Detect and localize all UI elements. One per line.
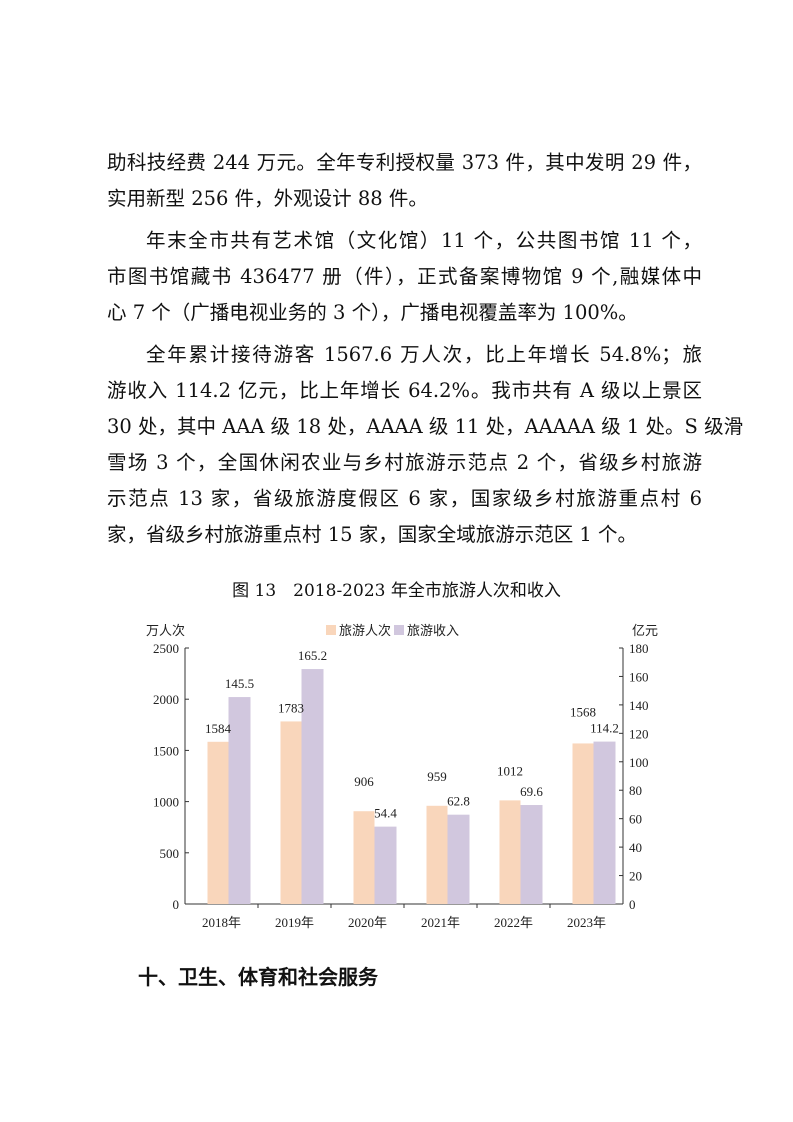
legend-swatch-visitors	[326, 625, 336, 635]
data-label: 145.5	[225, 676, 254, 691]
data-label: 54.4	[374, 806, 397, 821]
left-tick-label: 0	[173, 897, 180, 912]
right-tick-label: 160	[629, 669, 649, 684]
bar-visitors	[280, 721, 302, 904]
left-tick-label: 1500	[153, 743, 179, 758]
paragraph-line: 30 处，其中 AAA 级 18 处，AAAA 级 11 处，AAAAA 级 1…	[107, 415, 744, 438]
legend-label-revenue: 旅游收入	[407, 623, 459, 638]
x-tick-label: 2021年	[421, 915, 460, 930]
paragraph-line: 实用新型 256 件，外观设计 88 件。	[107, 187, 428, 210]
bar-revenue	[520, 805, 543, 904]
data-label: 114.2	[590, 721, 619, 736]
bar-revenue	[301, 669, 324, 904]
paragraph-line: 心 7 个（广播电视业务的 3 个），广播电视覆盖率为 100%。	[107, 301, 638, 324]
left-tick-label: 1000	[153, 795, 179, 810]
right-tick-label: 180	[629, 641, 649, 656]
bar-visitors	[426, 805, 448, 904]
left-tick-label: 2000	[153, 692, 179, 707]
x-tick-label: 2019年	[275, 915, 314, 930]
bar-revenue	[228, 697, 251, 904]
right-tick-label: 20	[629, 869, 642, 884]
bar-visitors	[207, 741, 229, 904]
paragraph-line: 年末全市共有艺术馆（文化馆）11 个，公共图书馆 11 个，	[146, 229, 702, 252]
data-label: 959	[427, 769, 447, 784]
right-tick-label: 40	[629, 840, 642, 855]
data-label: 69.6	[520, 784, 543, 799]
left-tick-label: 500	[160, 846, 180, 861]
right-axis-unit: 亿元	[632, 623, 658, 638]
paragraph-line: 雪场 3 个，全国休闲农业与乡村旅游示范点 2 个，省级乡村旅游	[107, 451, 702, 474]
left-axis-unit: 万人次	[146, 623, 185, 638]
legend-label-visitors: 旅游人次	[339, 623, 391, 638]
bar-revenue	[447, 814, 470, 904]
paragraph-line: 助科技经费 244 万元。全年专利授权量 373 件，其中发明 29 件，	[107, 151, 702, 174]
right-tick-label: 120	[629, 726, 649, 741]
x-tick-label: 2020年	[348, 915, 387, 930]
section-heading: 十、卫生、体育和社会服务	[138, 965, 378, 989]
data-label: 1783	[278, 700, 304, 715]
x-tick-label: 2022年	[494, 915, 533, 930]
bar-visitors	[499, 800, 521, 904]
right-tick-label: 140	[629, 698, 649, 713]
figure-caption: 图 13 2018-2023 年全市旅游人次和收入	[232, 581, 561, 601]
paragraph-line: 家，省级乡村旅游重点村 15 家，国家全域旅游示范区 1 个。	[107, 523, 638, 546]
legend-swatch-revenue	[394, 625, 404, 635]
right-tick-label: 100	[629, 755, 649, 770]
paragraph-line: 游收入 114.2 亿元，比上年增长 64.2%。我市共有 A 级以上景区	[107, 379, 702, 402]
right-tick-label: 80	[629, 783, 642, 798]
right-tick-label: 0	[629, 897, 636, 912]
data-label: 1012	[497, 763, 523, 778]
paragraph-line: 市图书馆藏书 436477 册（件），正式备案博物馆 9 个,融媒体中	[107, 265, 702, 288]
bar-visitors	[572, 743, 594, 904]
data-label: 906	[354, 774, 374, 789]
data-label: 1568	[570, 705, 596, 720]
paragraph-line: 示范点 13 家，省级旅游度假区 6 家，国家级乡村旅游重点村 6	[107, 487, 702, 510]
bar-revenue	[374, 826, 397, 904]
x-tick-label: 2023年	[567, 915, 606, 930]
left-tick-label: 2500	[153, 641, 179, 656]
data-label: 1584	[205, 721, 232, 736]
paragraph-line: 全年累计接待游客 1567.6 万人次，比上年增长 54.8%；旅	[146, 343, 702, 366]
bar-revenue	[593, 741, 616, 904]
right-tick-label: 60	[629, 812, 642, 827]
data-label: 62.8	[447, 794, 470, 809]
data-label: 165.2	[298, 648, 327, 663]
x-tick-label: 2018年	[202, 915, 241, 930]
bar-visitors	[353, 811, 375, 904]
